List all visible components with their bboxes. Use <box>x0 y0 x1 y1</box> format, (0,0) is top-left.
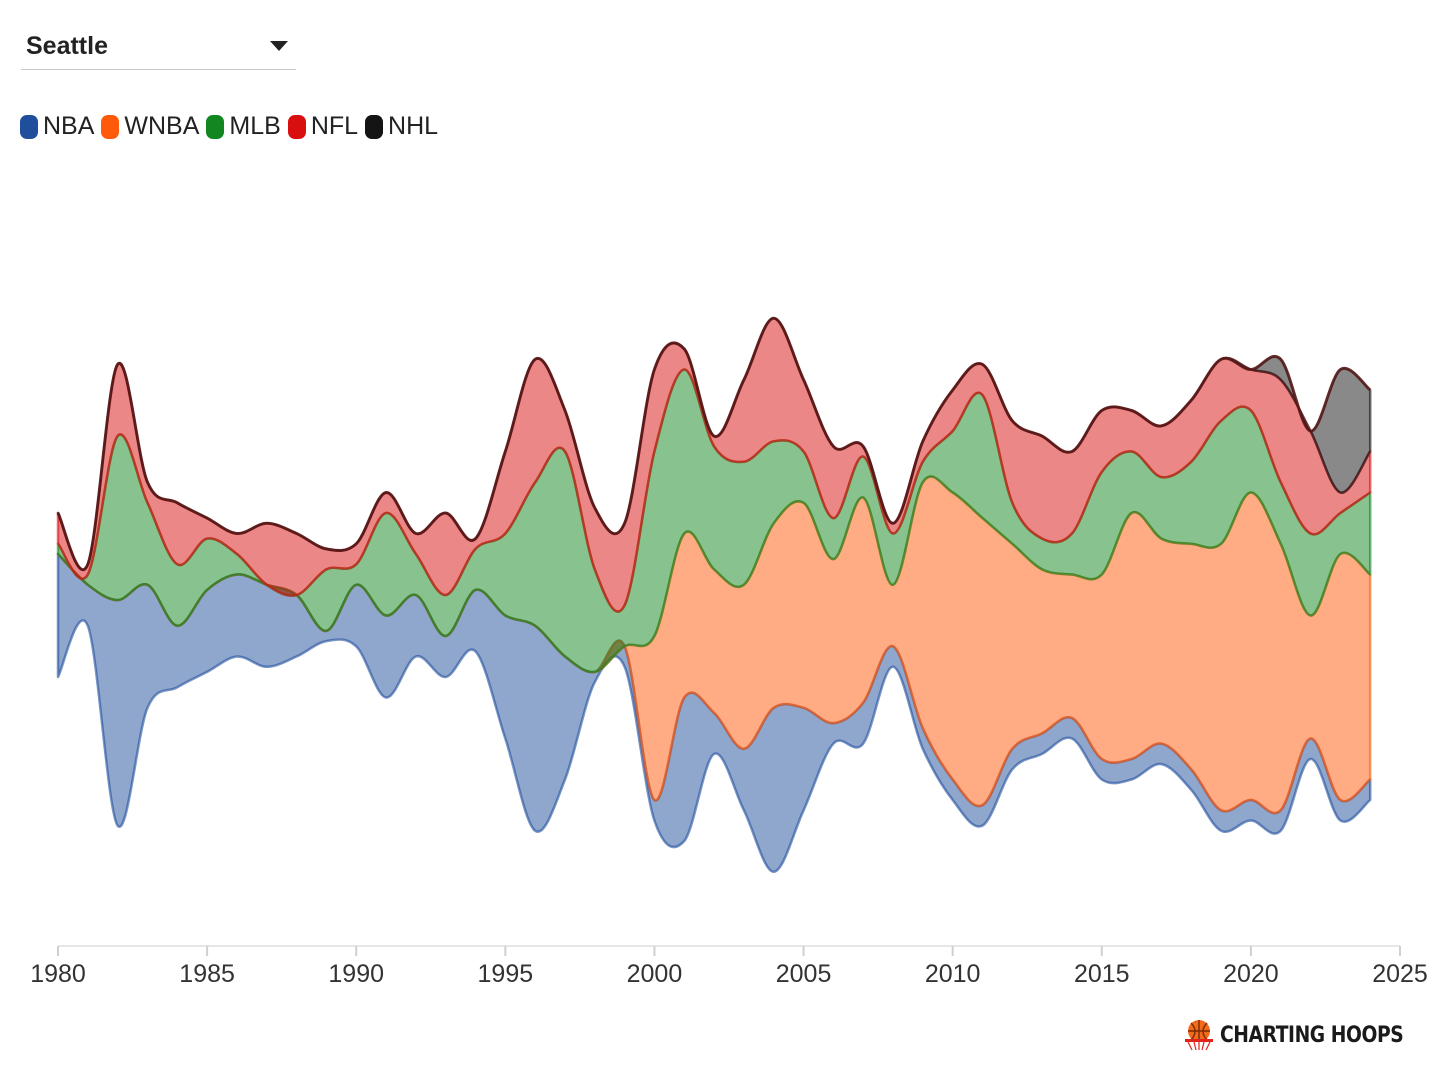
x-tick-label: 1990 <box>328 960 384 988</box>
chevron-down-icon <box>270 41 288 51</box>
legend-item-nhl[interactable]: NHL <box>365 112 438 141</box>
x-tick-label: 1980 <box>30 960 86 988</box>
basketball-hoop-icon <box>1185 1020 1214 1051</box>
legend-item-mlb[interactable]: MLB <box>206 112 281 141</box>
legend-item-wnba[interactable]: WNBA <box>101 112 199 141</box>
legend-label-nhl: NHL <box>388 112 439 140</box>
legend-label-mlb: MLB <box>229 112 281 140</box>
legend-label-wnba: WNBA <box>124 112 200 140</box>
legend-swatch-nhl <box>365 114 384 139</box>
x-tick-label: 2005 <box>776 960 832 988</box>
brand-logo: CHARTING HOOPS <box>1182 1018 1436 1052</box>
x-tick-label: 2000 <box>627 960 683 988</box>
x-tick-label: 1995 <box>478 960 534 988</box>
legend-swatch-mlb <box>206 114 225 139</box>
legend-swatch-wnba <box>101 114 120 139</box>
legend-swatch-nba <box>20 114 38 139</box>
x-tick-label: 2015 <box>1074 960 1130 988</box>
legend-item-nba[interactable]: NBA <box>20 112 94 141</box>
legend-label-nfl: NFL <box>310 112 359 140</box>
x-tick-label: 1985 <box>179 960 235 988</box>
stream-layers <box>56 316 1372 874</box>
x-axis-ticks: 1980 1985 1990 1995 2000 2005 2010 2015 2020 2025 <box>30 946 1428 988</box>
x-tick-label: 2010 <box>925 960 981 988</box>
stream-top-outline <box>56 316 1372 572</box>
legend-swatch-nfl <box>287 114 306 139</box>
x-tick-label: 2020 <box>1223 960 1279 988</box>
x-tick-label: 2025 <box>1372 960 1428 988</box>
legend: NBA WNBA MLB NFL NHL <box>20 112 445 141</box>
legend-item-nfl[interactable]: NFL <box>287 112 359 141</box>
brand-name: CHARTING HOOPS <box>1220 1022 1404 1048</box>
legend-label-nba: NBA <box>43 112 95 140</box>
city-select-value: Seattle <box>26 32 108 60</box>
city-select[interactable]: Seattle <box>21 22 296 70</box>
